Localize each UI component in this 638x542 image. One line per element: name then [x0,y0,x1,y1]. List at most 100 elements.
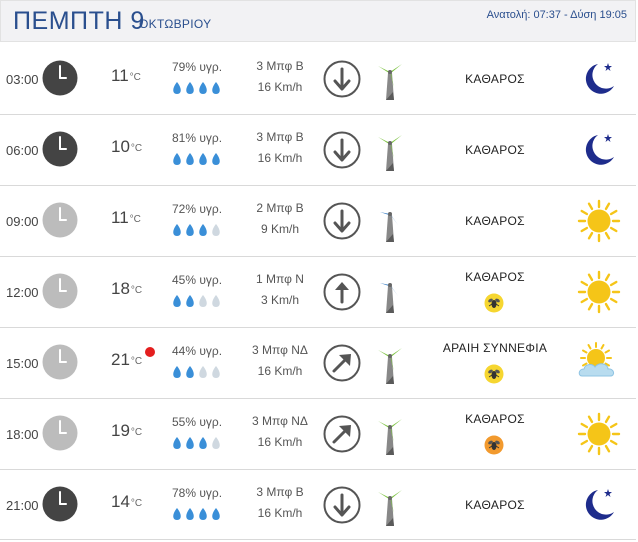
forecast-row: 06:00 10°C 81% υγρ. 3 Μπφ Β 16 Km/h ΚΑΘΑΡΟΣ [0,115,636,186]
wind-turbine-icon [378,135,402,171]
humidity-drops-icon [173,224,220,236]
temperature-unit: °C [130,143,143,154]
wind-speed: 9 Km/h [260,222,299,236]
dark-clock-icon [42,131,78,167]
temperature-unit: °C [130,498,143,509]
humidity-drops-icon [173,366,220,378]
humidity-text: 81% υγρ. [172,131,223,145]
wind-beaufort: 3 Μπφ Β [256,59,304,73]
forecast-time: 09:00 [6,214,39,229]
humidity-drops-icon [173,295,220,307]
temperature: 18°C [111,279,142,299]
wind-turbine-icon [378,64,402,100]
forecast-row: 03:00 11°C 79% υγρ. 3 Μπφ Β 16 Km/h ΚΑΘΑΡΟΣ [0,44,636,115]
humidity-text: 55% υγρ. [172,415,223,429]
temperature-unit: °C [130,356,143,367]
temperature-unit: °C [129,214,141,225]
forecast-row: 15:00 21°C 44% υγρ. 3 Μπφ ΝΔ 16 Km/h ΑΡΑΙΗ … [0,328,636,399]
wind-turbine-icon [380,204,400,242]
bee-icon [484,435,504,455]
temperature: 10°C [111,137,142,157]
condition-text: ΚΑΘΑΡΟΣ [465,143,525,157]
sun-icon [577,412,621,456]
arrow-down-icon [323,60,361,98]
forecast-row: 09:00 11°C 72% υγρ. 2 Μπφ Β 9 Km/h ΚΑΘΑΡΟΣ [0,186,636,257]
light-clock-icon [42,415,78,451]
humidity-text: 79% υγρ. [172,60,223,74]
temperature-unit: °C [129,72,141,83]
temperature: 14°C [111,492,142,512]
bee-icon [484,364,504,384]
wind-beaufort: 3 Μπφ ΝΔ [252,343,308,357]
condition-text: ΑΡΑΙΗ ΣΥΝΝΕΦΙΑ [442,341,548,355]
temperature-value: 11 [111,208,129,227]
temperature-value: 10 [111,137,130,156]
arrow-down-icon [323,131,361,169]
humidity-drops-icon [173,153,220,165]
humidity-text: 72% υγρ. [172,202,223,216]
forecast-time: 15:00 [6,356,39,371]
condition-text: ΚΑΘΑΡΟΣ [465,412,525,426]
wind-speed: 16 Km/h [257,151,303,165]
humidity-text: 44% υγρ. [172,344,223,358]
arrow-up-icon [323,273,361,311]
light-clock-icon [42,344,78,380]
wind-speed: 16 Km/h [257,435,303,449]
wind-speed: 16 Km/h [257,506,303,520]
moon-icon [585,134,614,165]
bee-icon [484,293,504,313]
temperature: 11°C [111,208,141,228]
humidity-drops-icon [173,437,220,449]
day-month: ΟΚΤΩΒΡΙΟΥ [139,17,212,31]
sun-times: Ανατολή: 07:37 - Δύση 19:05 [486,9,627,21]
temperature-unit: °C [130,285,143,296]
condition-text: ΚΑΘΑΡΟΣ [465,498,525,512]
wind-beaufort: 3 Μπφ ΝΔ [252,414,308,428]
humidity-drops-icon [173,508,220,520]
temperature-value: 19 [111,421,130,440]
temperature: 19°C [111,421,142,441]
humidity-text: 45% υγρ. [172,273,223,287]
condition-text: ΚΑΘΑΡΟΣ [465,72,525,86]
arrow-up-right-icon [323,344,361,382]
forecast-time: 18:00 [6,427,39,442]
forecast-time: 21:00 [6,498,39,513]
day-title: ΠΕΜΠΤΗ 9 [13,7,145,35]
day-header: ΠΕΜΠΤΗ 9 ΟΚΤΩΒΡΙΟΥ Ανατολή: 07:37 - Δύση… [0,0,636,42]
condition-text: ΚΑΘΑΡΟΣ [465,270,525,284]
wind-beaufort: 3 Μπφ Β [256,485,304,499]
dark-clock-icon [42,60,78,96]
wind-turbine-icon [380,275,400,313]
arrow-down-icon [323,486,361,524]
arrow-down-icon [323,202,361,240]
forecast-row: 21:00 14°C 78% υγρ. 3 Μπφ Β 16 Km/h ΚΑΘΑΡΟΣ [0,470,636,540]
moon-icon [585,489,614,520]
wind-turbine-icon [378,490,402,526]
moon-icon [585,63,614,94]
wind-turbine-icon [378,419,402,455]
wind-turbine-icon [378,348,402,384]
temperature-value: 21 [111,350,130,369]
forecast-row: 18:00 19°C 55% υγρ. 3 Μπφ ΝΔ 16 Km/h ΚΑΘΑΡΟ… [0,399,636,470]
dark-clock-icon [42,486,78,522]
temperature: 11°C [111,66,141,86]
forecast-row: 12:00 18°C 45% υγρ. 1 Μπφ Ν 3 Km/h ΚΑΘΑΡΟΣ [0,257,636,328]
arrow-up-right-icon [323,415,361,453]
condition-text: ΚΑΘΑΡΟΣ [465,214,525,228]
temperature-value: 18 [111,279,130,298]
humidity-drops-icon [173,82,220,94]
wind-beaufort: 2 Μπφ Β [256,201,304,215]
light-clock-icon [42,202,78,238]
forecast-time: 03:00 [6,72,39,87]
sun-icon [577,270,621,314]
wind-beaufort: 1 Μπφ Ν [256,272,304,286]
temperature-unit: °C [130,427,143,438]
sun-cloud-icon [578,342,615,377]
wind-speed: 16 Km/h [257,80,303,94]
wind-speed: 16 Km/h [257,364,303,378]
wind-beaufort: 3 Μπφ Β [256,130,304,144]
forecast-time: 06:00 [6,143,39,158]
heat-alert-dot [145,347,155,357]
temperature-value: 14 [111,492,130,511]
humidity-text: 78% υγρ. [172,486,223,500]
